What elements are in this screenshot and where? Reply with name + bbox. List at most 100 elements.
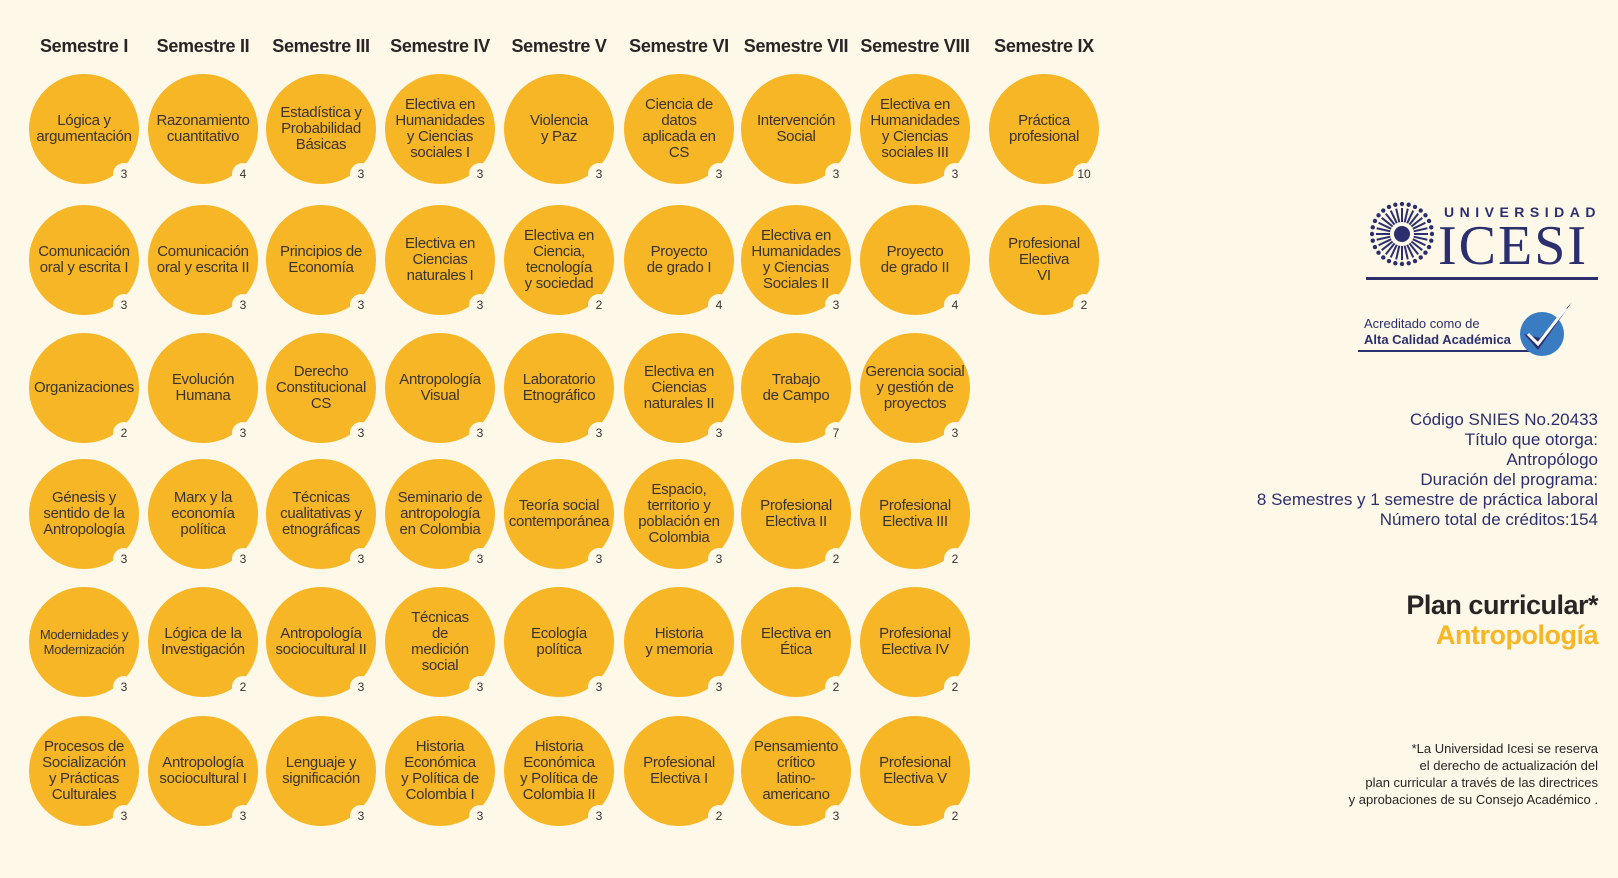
course-circle: Profesional Electiva V 2: [860, 716, 970, 827]
credit-badge: 3: [232, 422, 254, 444]
sunburst-icon: [1370, 202, 1434, 266]
course-circle: Laboratorio Etnográfico 3: [504, 333, 614, 444]
credit-badge: 3: [708, 163, 730, 185]
credit-badge: 3: [708, 422, 730, 444]
course-circle: Profesional Electiva I 2: [624, 716, 734, 827]
course-circle: Seminario de antropología en Colombia 3: [385, 459, 495, 570]
course-name: Génesis y sentido de la Antropología: [43, 489, 125, 538]
credit-badge: 3: [232, 805, 254, 827]
logo-main-text: ICESI: [1438, 215, 1588, 277]
course-circle: Génesis y sentido de la Antropología 3: [29, 459, 139, 570]
plan-subtitle: Antropología: [1436, 620, 1598, 650]
course-name: Historia y memoria: [645, 625, 713, 658]
course-circle: Comunicación oral y escrita II 3: [148, 205, 258, 316]
semester-header: Semestre VII: [743, 36, 849, 56]
credit-badge: 3: [350, 805, 372, 827]
course-circle: Intervención Social 3: [741, 74, 851, 185]
checkmark-icon: [1520, 302, 1572, 356]
course-name: Marx y la economía política: [171, 489, 235, 538]
course-circle: Comunicación oral y escrita I 3: [29, 205, 139, 316]
credit-badge: 3: [708, 676, 730, 698]
credit-badge: 3: [469, 163, 491, 185]
credit-badge: 3: [113, 163, 135, 185]
credit-badge: 3: [588, 163, 610, 185]
course-name: Antropología Visual: [399, 371, 481, 404]
course-circle: Técnicas de medición social 3: [385, 587, 495, 698]
credit-badge: 3: [113, 805, 135, 827]
course-name: Principios de Economía: [280, 243, 362, 276]
info-line: Número total de créditos:154: [1379, 510, 1598, 529]
course-circle: Lógica de la Investigación 2: [148, 587, 258, 698]
course-name: Lógica y argumentación: [36, 112, 132, 145]
credit-badge: 3: [350, 422, 372, 444]
course-name: Electiva en Ética: [760, 625, 832, 658]
course-circle: Antropología sociocultural I 3: [148, 716, 258, 827]
credit-badge: 3: [469, 294, 491, 316]
semester-header: Semestre II: [156, 36, 250, 56]
course-name: Historia Económica y Política de Colombi…: [520, 738, 598, 803]
course-circle: Evolución Humana 3: [148, 333, 258, 444]
course-circle: Técnicas cualitativas y etnográficas 3: [266, 459, 376, 570]
course-circle: Historia Económica y Política de Colombi…: [385, 716, 495, 827]
credit-badge: 2: [232, 676, 254, 698]
credit-badge: 3: [113, 676, 135, 698]
credit-badge: 3: [350, 548, 372, 570]
credit-badge: 3: [469, 422, 491, 444]
course-circle: Razonamiento cuantitativo 4: [148, 74, 258, 185]
course-circle: Proyecto de grado I 4: [624, 205, 734, 316]
program-info: Código SNIES No.20433 Título que otorga:…: [1257, 410, 1598, 530]
info-line: Antropólogo: [1506, 450, 1598, 469]
credit-badge: 3: [588, 422, 610, 444]
credit-badge: 2: [944, 805, 966, 827]
credit-badge: 3: [350, 163, 372, 185]
semester-header: Semestre IV: [390, 36, 490, 56]
credit-badge: 3: [588, 805, 610, 827]
credit-badge: 2: [113, 422, 135, 444]
course-circle: Procesos de Socialización y Prácticas Cu…: [29, 716, 139, 827]
course-name: Seminario de antropología en Colombia: [397, 489, 483, 538]
course-circle: Electiva en Ciencia, tecnología y socied…: [504, 205, 614, 316]
disclaimer-note: *La Universidad Icesi se reserva el dere…: [1348, 741, 1598, 807]
semester-header: Semestre VI: [629, 36, 729, 56]
curriculum-grid: Semestre I Lógica y argumentación 3 Comunic…: [29, 36, 1099, 827]
icesi-logo: UNIVERSIDAD ICESI: [1366, 200, 1602, 286]
course-name: Comunicación oral y escrita I: [38, 243, 130, 276]
course-name: Práctica profesional: [1008, 112, 1080, 145]
course-circle: Organizaciones 2: [29, 333, 139, 444]
course-name: Electiva en Humanidades y Ciencias socia…: [870, 96, 960, 161]
credit-badge: 7: [825, 422, 847, 444]
course-circle: Violencia y Paz 3: [504, 74, 614, 185]
course-name: Electiva en Humanidades y Ciencias Socia…: [751, 227, 841, 292]
course-name: Profesional Electiva VI: [1008, 235, 1080, 284]
course-circle: Lenguaje y significación 3: [266, 716, 376, 827]
credit-badge: 2: [944, 548, 966, 570]
accreditation-line1: Acreditado como de: [1364, 316, 1480, 331]
course-circle: Ecología política 3: [504, 587, 614, 698]
credit-badge: 2: [825, 548, 847, 570]
course-name: Estadística y Probabilidad Básicas: [280, 104, 362, 153]
course-name: Antropología sociocultural II: [275, 625, 367, 658]
course-name: Intervención Social: [756, 112, 836, 145]
course-circle: Ciencia de datos aplicada en CS 3: [624, 74, 734, 185]
course-circle: Electiva en Humanidades y Ciencias socia…: [385, 74, 495, 185]
credit-badge: 3: [588, 548, 610, 570]
credit-badge: 2: [825, 676, 847, 698]
credit-badge: 3: [825, 294, 847, 316]
course-name: Profesional Electiva III: [879, 497, 951, 530]
semester-header: Semestre III: [272, 36, 370, 56]
course-name: Laboratorio Etnográfico: [522, 371, 596, 404]
course-circle: Gerencia social y gestión de proyectos 3: [860, 333, 970, 444]
semester-header: Semestre IX: [994, 36, 1094, 56]
course-circle: Proyecto de grado II 4: [860, 205, 970, 316]
course-name: Gerencia social y gestión de proyectos: [865, 363, 965, 412]
credit-badge: 3: [944, 422, 966, 444]
course-circle: Historia y memoria 3: [624, 587, 734, 698]
credit-badge: 3: [232, 294, 254, 316]
course-circle: Profesional Electiva IV 2: [860, 587, 970, 698]
credit-badge: 3: [469, 676, 491, 698]
course-name: Profesional Electiva II: [760, 497, 832, 530]
credit-badge: 2: [944, 676, 966, 698]
credit-badge: 2: [708, 805, 730, 827]
course-circle: Historia Económica y Política de Colombi…: [504, 716, 614, 827]
course-name: Teoría social contemporánea: [508, 497, 610, 530]
